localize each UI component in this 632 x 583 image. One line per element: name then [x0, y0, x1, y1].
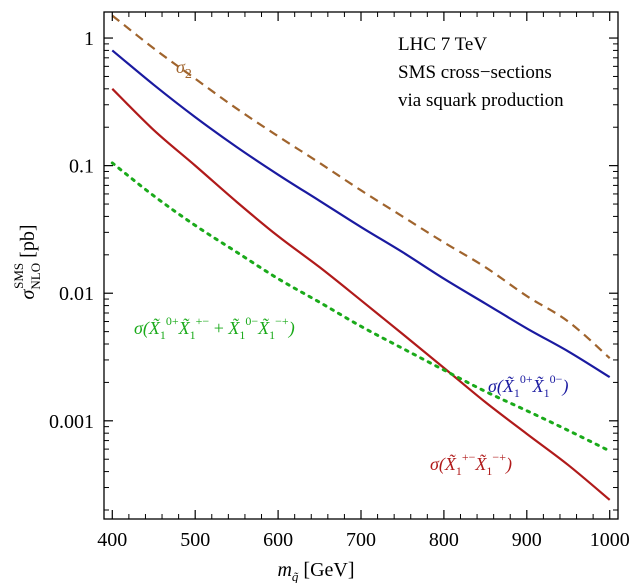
plot-frame — [103, 11, 619, 520]
y-tick-label: 0.01 — [59, 283, 94, 305]
series-line-2 — [111, 88, 611, 501]
tick-layer: 400 500 600 700 800 900 1000 0.001 0.01 0.1 1 — [49, 12, 630, 551]
x-tick-label: 800 — [429, 529, 459, 551]
x-tick-label: 900 — [512, 529, 542, 551]
x-tick-label: 1000 — [590, 529, 630, 551]
series-layer — [110, 14, 612, 501]
svg-text:mq̃ [GeV]: mq̃ [GeV] — [277, 559, 354, 583]
series-line-0 — [111, 14, 611, 359]
x-tick-label: 500 — [180, 529, 210, 551]
x-tick-label: 600 — [263, 529, 293, 551]
annotation-line-2: SMS cross−sections — [398, 62, 552, 83]
x-tick-label: 400 — [97, 529, 127, 551]
annotation-line-1: LHC 7 TeV — [398, 34, 487, 55]
series-line-3 — [110, 161, 612, 453]
y-tick-label: 1 — [84, 28, 94, 50]
annotation-line-3: via squark production — [398, 90, 564, 111]
svg-text:σNLOSMS [pb]: σNLOSMS [pb] — [11, 225, 43, 300]
series-line-1 — [111, 49, 611, 379]
x-tick-label: 700 — [346, 529, 376, 551]
annotation-block: LHC 7 TeV SMS cross−sections via squark … — [398, 34, 564, 111]
y-tick-label: 0.1 — [69, 156, 94, 178]
x-axis-title: mq̃ [GeV] — [277, 559, 354, 583]
y-tick-label: 0.001 — [49, 411, 94, 433]
y-axis-title: σNLOSMS [pb] — [11, 225, 43, 300]
